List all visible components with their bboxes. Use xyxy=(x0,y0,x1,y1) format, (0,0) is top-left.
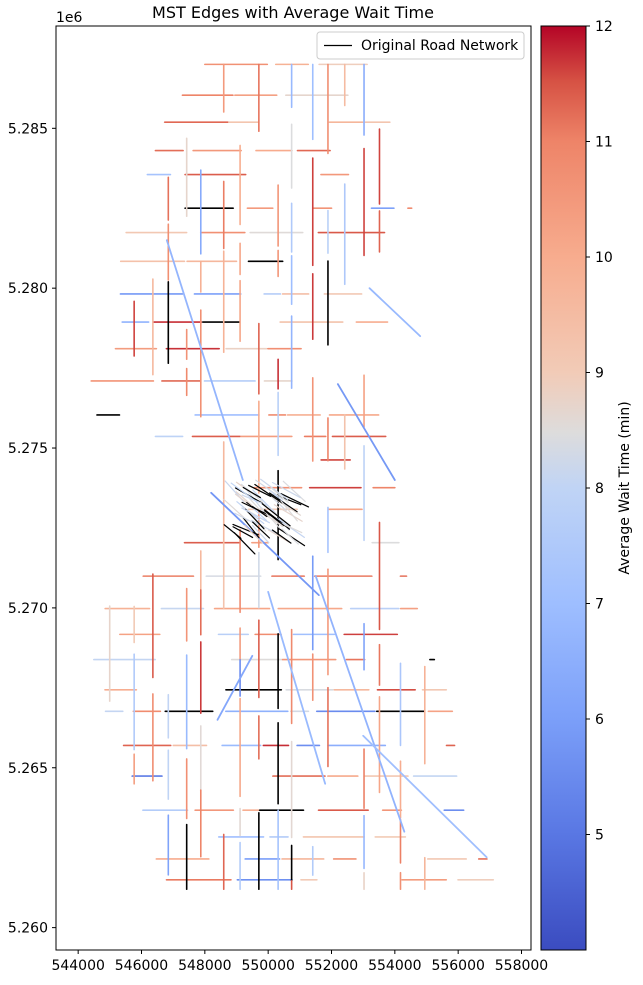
x-tick-label: 548000 xyxy=(178,958,231,974)
network-edge xyxy=(263,510,285,527)
x-tick-label: 546000 xyxy=(115,958,168,974)
colorbar-tick-label: 11 xyxy=(595,135,613,151)
network-edge xyxy=(232,523,259,536)
network-edge xyxy=(241,501,270,516)
network-edge xyxy=(248,484,272,498)
network-edge xyxy=(278,528,306,547)
x-tick-label: 544000 xyxy=(51,958,104,974)
x-tick-label: 554000 xyxy=(368,958,421,974)
network-edge xyxy=(270,487,290,504)
x-tick-label: 550000 xyxy=(241,958,294,974)
y-tick-label: 5.280 xyxy=(8,281,48,297)
network-edge xyxy=(242,486,261,499)
colorbar-gradient xyxy=(540,25,587,951)
colorbar-tick-label: 9 xyxy=(595,366,604,382)
y-tick-label: 5.265 xyxy=(8,761,48,777)
network-edge xyxy=(255,479,284,500)
legend-entry-road-network: Original Road Network xyxy=(361,38,519,54)
chart-title: MST Edges with Average Wait Time xyxy=(152,3,434,22)
x-tick-label: 552000 xyxy=(305,958,358,974)
network-edge xyxy=(273,504,303,522)
network-edge xyxy=(216,654,254,721)
network-edge xyxy=(267,529,290,543)
network-edge xyxy=(282,480,306,503)
network-edge xyxy=(271,481,301,499)
colorbar-tick-label: 10 xyxy=(595,250,613,266)
legend-box xyxy=(316,31,525,60)
network-edge xyxy=(165,239,244,481)
network-edge xyxy=(254,483,283,504)
colorbar-tick-label: 8 xyxy=(595,481,604,497)
network-edge xyxy=(252,521,271,539)
network-edge xyxy=(250,519,278,535)
colorbar-label: Average Wait Time (min) xyxy=(617,401,633,574)
network-edge xyxy=(271,496,302,516)
y-tick-label: 5.270 xyxy=(8,601,48,617)
network-edge xyxy=(260,478,289,500)
network-edge xyxy=(252,489,274,512)
colorbar: 5 6 7 8 9 10 11 12 Average Wait Time (min) xyxy=(540,19,633,951)
axes-frame xyxy=(55,25,532,951)
network-edge xyxy=(269,492,298,513)
y-axis: 5.260 5.265 5.270 5.275 5.280 5.285 xyxy=(8,121,56,937)
network-edge xyxy=(233,532,256,555)
y-offset-label: 1e6 xyxy=(56,10,83,26)
network-edge xyxy=(241,507,270,524)
colorbar-tick-label: 7 xyxy=(595,597,604,613)
y-tick-label: 5.260 xyxy=(8,921,48,937)
network-edge xyxy=(336,383,396,481)
colorbar-ticks: 5 6 7 8 9 10 11 12 xyxy=(586,19,613,844)
colorbar-tick-label: 6 xyxy=(595,712,604,728)
network-edge xyxy=(271,529,292,544)
network-edge xyxy=(280,500,298,522)
x-tick-label: 558000 xyxy=(495,958,548,974)
network-edge xyxy=(362,734,488,859)
network-edge xyxy=(230,482,258,503)
network-edges xyxy=(90,63,495,891)
network-edge xyxy=(267,591,327,785)
network-edge xyxy=(244,508,265,530)
network-edge xyxy=(210,491,320,597)
legend: Original Road Network xyxy=(316,31,525,60)
plot-area xyxy=(55,25,532,951)
colorbar-tick-label: 5 xyxy=(595,828,604,844)
network-edge xyxy=(280,493,310,508)
network-edge xyxy=(368,287,422,338)
network-edge xyxy=(244,524,263,544)
network-edge xyxy=(232,526,254,539)
y-tick-label: 5.285 xyxy=(8,121,48,137)
network-edge xyxy=(314,575,406,833)
x-axis: 544000 546000 548000 550000 552000 554000 5560… xyxy=(51,950,548,974)
network-edge xyxy=(281,528,299,545)
x-tick-label: 556000 xyxy=(431,958,484,974)
network-edge xyxy=(235,491,253,507)
y-tick-label: 5.275 xyxy=(8,441,48,457)
colorbar-tick-label: 12 xyxy=(595,19,613,35)
network-edge xyxy=(251,524,270,544)
network-edge xyxy=(261,503,291,527)
